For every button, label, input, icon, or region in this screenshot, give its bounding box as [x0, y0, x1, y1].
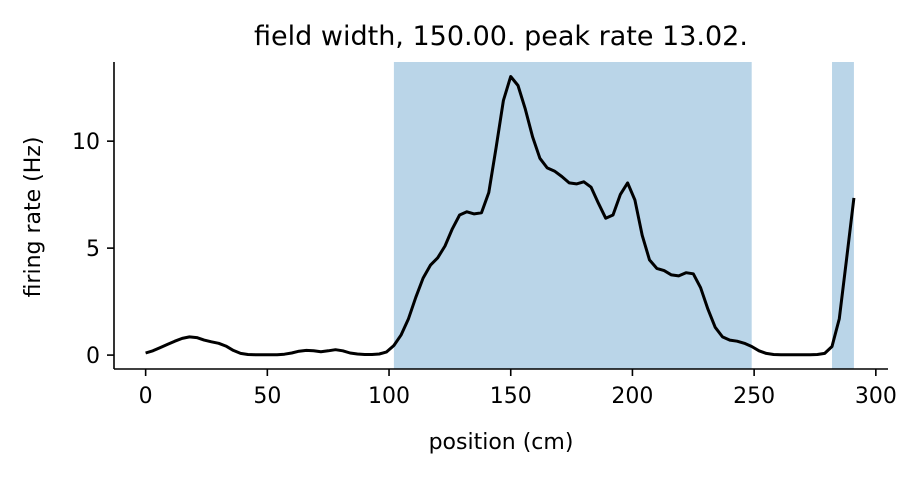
chart-title: field width, 150.00. peak rate 13.02. [254, 21, 748, 52]
x-tick-label: 100 [368, 384, 410, 409]
x-tick-label: 0 [139, 384, 153, 409]
x-axis-label: position (cm) [429, 430, 574, 455]
y-tick-label: 10 [72, 130, 100, 155]
firing-rate-line [145, 75, 856, 357]
y-tick-label: 0 [86, 344, 100, 369]
place-field-region-1 [393, 62, 752, 369]
place-field-regions [393, 62, 854, 369]
x-tick-label: 250 [733, 384, 775, 409]
y-tick-label: 5 [86, 237, 100, 262]
x-tick-label: 300 [855, 384, 897, 409]
x-tick-label: 50 [253, 384, 281, 409]
x-axis-ticks: 0 50 100 150 200 250 300 [139, 369, 897, 409]
place-field-region-2 [832, 62, 854, 369]
x-tick-label: 200 [611, 384, 653, 409]
y-axis-label: firing rate (Hz) [21, 137, 46, 298]
y-axis-ticks: 0 5 10 [72, 130, 114, 369]
x-tick-label: 150 [490, 384, 532, 409]
